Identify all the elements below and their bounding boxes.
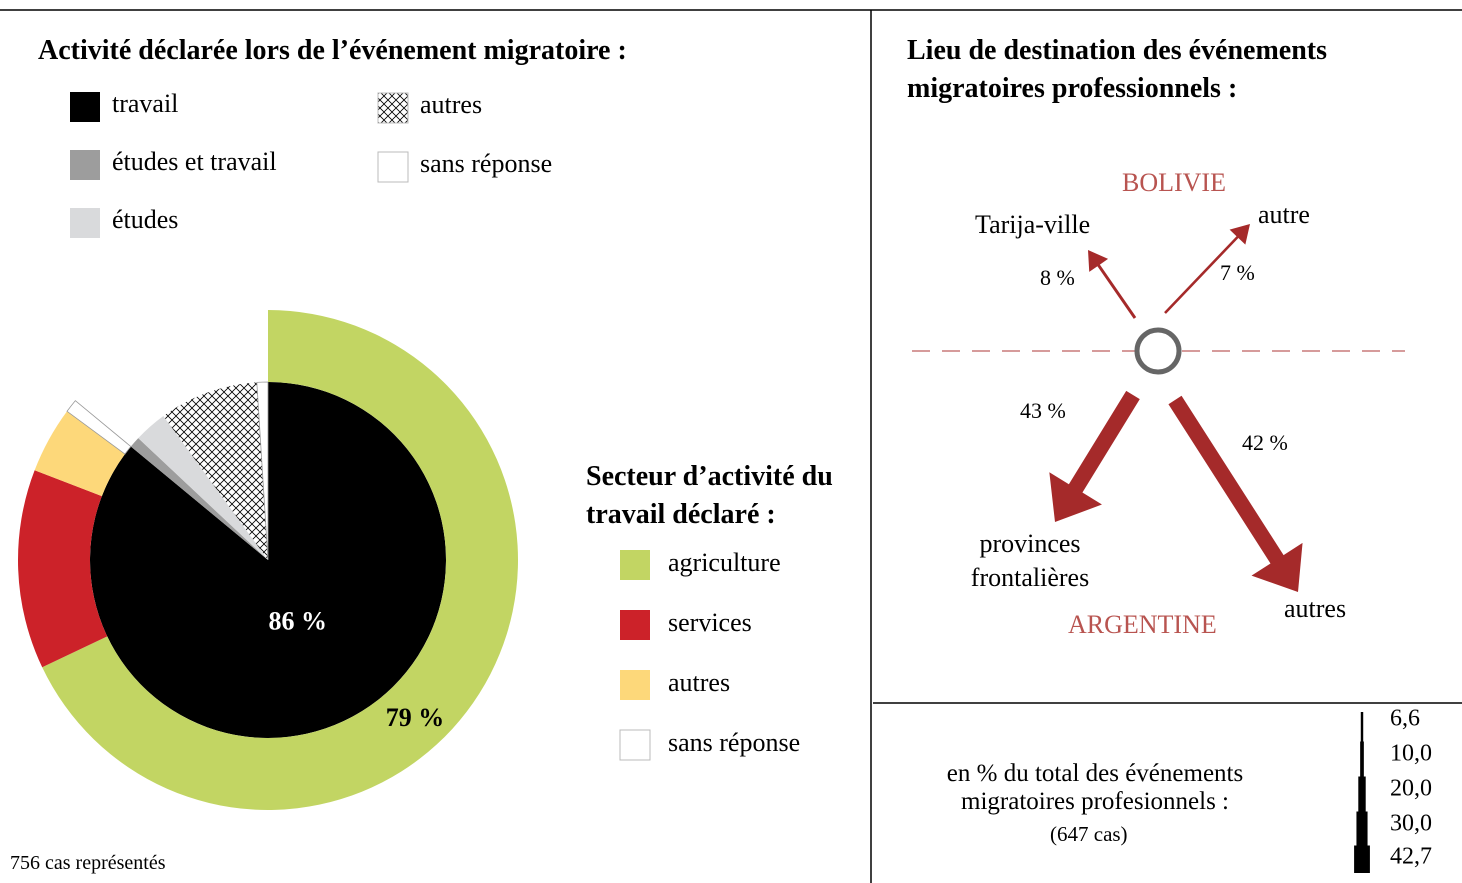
legend-label: sans réponse: [420, 149, 553, 178]
value-label: 43 %: [1020, 398, 1066, 423]
legend-swatch: [70, 208, 100, 238]
ring-title: Secteur d’activité du travail déclaré :: [586, 461, 833, 530]
scale-step: [1360, 712, 1364, 742]
pie-slice: [163, 382, 268, 560]
scale-tick-label: 20,0: [1390, 776, 1432, 802]
flow-arrow: [1088, 250, 1137, 319]
scale-tick-label: 30,0: [1390, 811, 1432, 837]
ring-segment: [42, 310, 519, 811]
value-label: 79 %: [386, 703, 445, 732]
legend-swatch: [377, 151, 409, 183]
value-label: 8 %: [1040, 265, 1075, 290]
region: BOLIVIE: [1122, 168, 1226, 197]
legend-label: sans réponse: [668, 728, 801, 757]
scale-step: [1356, 811, 1368, 846]
title: Lieu de destination des événements migra…: [907, 35, 1327, 104]
value-label: 7 %: [1220, 260, 1255, 285]
scale-note: (647 cas): [1050, 822, 1128, 846]
legend-swatch: [70, 92, 100, 122]
value-label: 42 %: [1242, 430, 1288, 455]
ring-segment: [66, 400, 132, 455]
note: 756 cas représentés: [10, 852, 166, 874]
legend-label: agriculture: [668, 548, 781, 577]
legend-swatch: [620, 550, 650, 580]
ring-segment: [34, 411, 125, 497]
legend-swatch: [70, 150, 100, 180]
title: Activité déclarée lors de l’événement mi…: [38, 35, 627, 66]
scale-tick-label: 42,7: [1390, 844, 1432, 870]
legend-label: études: [112, 205, 179, 234]
scale-label: en % du total des événements migratoires…: [946, 760, 1244, 815]
pie-slice: [256, 381, 269, 561]
legend-swatch: [377, 92, 409, 124]
scale-tick-label: 6,6: [1390, 706, 1420, 732]
scale-tick-label: 10,0: [1390, 741, 1432, 767]
ring-segment: [17, 470, 108, 668]
origin: [1134, 327, 1182, 375]
scale-step: [1358, 776, 1366, 812]
legend-label: autres: [420, 90, 483, 119]
legend-label: services: [668, 608, 752, 637]
flow-label: autres: [1284, 594, 1347, 623]
value-label: 86 %: [269, 606, 328, 635]
legend-swatch: [619, 729, 651, 761]
scale-step: [1360, 741, 1364, 777]
scale-step: [1354, 845, 1370, 873]
pie-slice: [130, 438, 268, 560]
flow-label: Tarija-ville: [975, 210, 1091, 239]
legend-label: autres: [668, 668, 731, 697]
flow-arrow: [1049, 390, 1140, 522]
flow-label: provinces frontalières: [970, 529, 1090, 592]
legend-label: études et travail: [112, 147, 277, 176]
legend-swatch: [620, 610, 650, 640]
flow-arrow: [1164, 224, 1250, 314]
flow-label: autre: [1258, 200, 1310, 229]
region: ARGENTINE: [1068, 610, 1217, 639]
legend-swatch: [620, 670, 650, 700]
pie-slice: [138, 415, 268, 560]
legend-label: travail: [112, 89, 179, 118]
flow-arrow: [1168, 395, 1303, 592]
